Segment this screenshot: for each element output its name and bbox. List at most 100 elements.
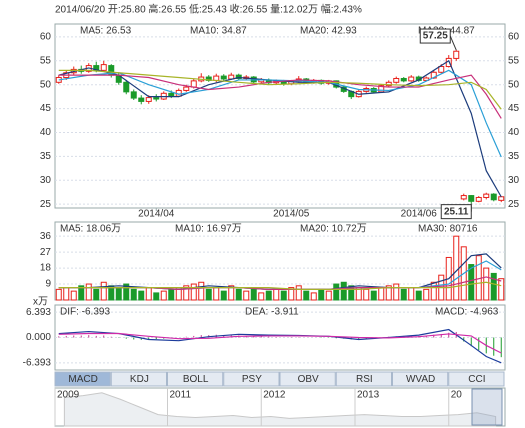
indicator-tab[interactable] xyxy=(54,371,111,387)
candle-body xyxy=(453,50,460,59)
volume-bar xyxy=(228,285,235,301)
y-tick-label: 27 xyxy=(40,247,52,258)
indicator-tab[interactable] xyxy=(448,371,505,387)
volume-bar xyxy=(190,283,197,301)
volume-bar xyxy=(85,283,92,301)
legend-label: MA10: 34.87 xyxy=(190,26,247,37)
volume-bar xyxy=(168,288,175,301)
candle-body xyxy=(235,74,242,79)
volume-bar xyxy=(198,281,205,301)
tab-label[interactable]: WVAD xyxy=(406,374,435,385)
overview-year: 2011 xyxy=(170,390,192,401)
y-tick-label-right: 55 xyxy=(508,55,520,66)
indicator-tab[interactable] xyxy=(279,371,336,387)
y-tick-label-right: 25 xyxy=(508,199,520,210)
volume-bar xyxy=(235,288,242,301)
volume-bar xyxy=(250,287,257,301)
indicator-tab[interactable] xyxy=(110,371,167,387)
volume-bar xyxy=(378,287,385,301)
legend-label: MA5: 18.06万 xyxy=(60,224,121,235)
candle-body xyxy=(100,64,107,71)
header-quote: 2014/06/20 开:25.80 高:26.55 低:25.43 收:26.… xyxy=(55,3,362,16)
candle-body xyxy=(438,66,445,73)
candle-body xyxy=(475,196,482,202)
candle-body xyxy=(393,77,400,83)
volume-bar xyxy=(363,288,370,301)
volume-bar xyxy=(400,288,407,301)
volume-bar xyxy=(55,288,62,301)
x-tick-label: 2014/06 xyxy=(401,209,438,220)
legend-label: MA5: 26.53 xyxy=(80,26,132,37)
volume-bar xyxy=(318,288,325,301)
volume-bar xyxy=(303,290,310,301)
y-tick-label-right: 50 xyxy=(508,79,520,90)
candle-body xyxy=(138,97,145,102)
tab-label[interactable]: OBV xyxy=(298,374,319,385)
y-tick-label: 6.393 xyxy=(26,307,51,318)
candle-body xyxy=(460,195,467,200)
candle-body xyxy=(490,193,497,201)
legend-label: MA10: 16.97万 xyxy=(175,224,242,235)
volume-bar xyxy=(385,285,392,301)
y-tick-label: 25 xyxy=(40,199,52,210)
candle-body xyxy=(408,76,415,82)
volume-bar xyxy=(393,283,400,301)
volume-bar xyxy=(340,281,347,301)
y-tick-label: 60 xyxy=(40,32,52,43)
candle-body xyxy=(220,75,227,80)
volume-bar xyxy=(63,287,70,301)
legend-label: MA20: 42.93 xyxy=(300,26,357,37)
overview-year: 2012 xyxy=(263,390,286,401)
overview-year: 2013 xyxy=(357,390,380,401)
candle-body xyxy=(130,91,137,99)
tab-label[interactable]: PSY xyxy=(242,374,262,385)
y-tick-label: 30 xyxy=(40,175,52,186)
volume-bar xyxy=(483,267,490,301)
tab-label[interactable]: CCI xyxy=(468,374,485,385)
candle-body xyxy=(213,75,220,81)
tab-label[interactable]: KDJ xyxy=(130,374,149,385)
y-tick-label-right: 35 xyxy=(508,151,520,162)
legend-label: DEA: -3.911 xyxy=(245,307,299,318)
candle-body xyxy=(153,97,160,100)
y-tick-label-right: 30 xyxy=(508,175,520,186)
candle-body xyxy=(123,81,130,93)
tab-label[interactable]: BOLL xyxy=(183,374,209,385)
volume-bar xyxy=(498,278,505,301)
indicator-tab[interactable] xyxy=(335,371,392,387)
tab-label[interactable]: RSI xyxy=(356,374,373,385)
volume-bar xyxy=(265,290,272,301)
volume-bar xyxy=(430,281,437,301)
volume-bar xyxy=(243,290,250,301)
volume-bar xyxy=(138,290,145,301)
indicator-tab[interactable] xyxy=(167,371,224,387)
indicator-tab[interactable] xyxy=(223,371,280,387)
volume-bar xyxy=(280,290,287,301)
tab-label[interactable]: MACD xyxy=(68,374,97,385)
indicator-line xyxy=(58,69,502,158)
volume-bar xyxy=(145,287,152,301)
volume-bar xyxy=(123,283,130,301)
volume-bar xyxy=(273,288,280,301)
overview-window[interactable] xyxy=(471,388,503,426)
indicator-line xyxy=(58,74,502,119)
volume-bar xyxy=(100,281,107,301)
y-tick-label: 40 xyxy=(40,127,52,138)
candle-body xyxy=(400,77,407,82)
volume-bar xyxy=(490,272,497,301)
extreme-label: 57.25 xyxy=(423,31,448,42)
volume-bar xyxy=(333,283,340,301)
y-tick-label: 36 xyxy=(40,231,52,242)
candle-body xyxy=(468,195,475,202)
y-tick-label: 50 xyxy=(40,79,52,90)
extreme-label: 25.11 xyxy=(444,206,469,217)
volume-bar xyxy=(415,290,422,301)
panel-frame xyxy=(54,221,506,301)
volume-bar xyxy=(153,292,160,301)
volume-bar xyxy=(408,287,415,301)
candle-body xyxy=(498,196,505,201)
volume-bar xyxy=(423,288,430,301)
indicator-tab[interactable] xyxy=(392,371,449,387)
x-tick-label: 2014/05 xyxy=(273,209,310,220)
volume-bar xyxy=(205,288,212,301)
